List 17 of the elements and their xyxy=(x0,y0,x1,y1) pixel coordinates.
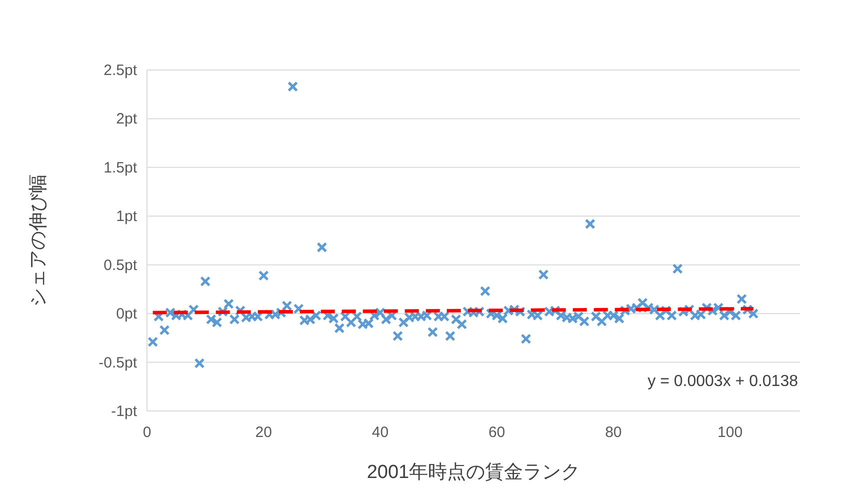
y-tick-label: 0.5pt xyxy=(104,256,138,274)
y-tick-label: -0.5pt xyxy=(98,354,138,372)
y-axis-title: シェアの伸び幅 xyxy=(28,174,49,307)
y-tick-label: 1pt xyxy=(116,208,138,226)
annotation: y = 0.0003x + 0.0138 xyxy=(648,373,798,390)
x-tick-label: 60 xyxy=(488,424,506,441)
x-tick-label: 0 xyxy=(142,424,152,441)
y-tick-label: 1.5pt xyxy=(104,159,138,176)
y-tick-label: -1pt xyxy=(111,403,138,420)
x-tick-label: 80 xyxy=(605,424,622,441)
x-tick-label: 100 xyxy=(718,424,743,441)
y-tick-label: 2.5pt xyxy=(104,62,138,79)
y-tick-label: 0pt xyxy=(116,306,138,323)
x-tick-label: 40 xyxy=(372,424,389,441)
y-tick-label: 2pt xyxy=(116,110,138,128)
x-axis-title: 2001年時点の賃金ランク xyxy=(366,462,580,483)
x-tick-label: 20 xyxy=(255,424,272,441)
